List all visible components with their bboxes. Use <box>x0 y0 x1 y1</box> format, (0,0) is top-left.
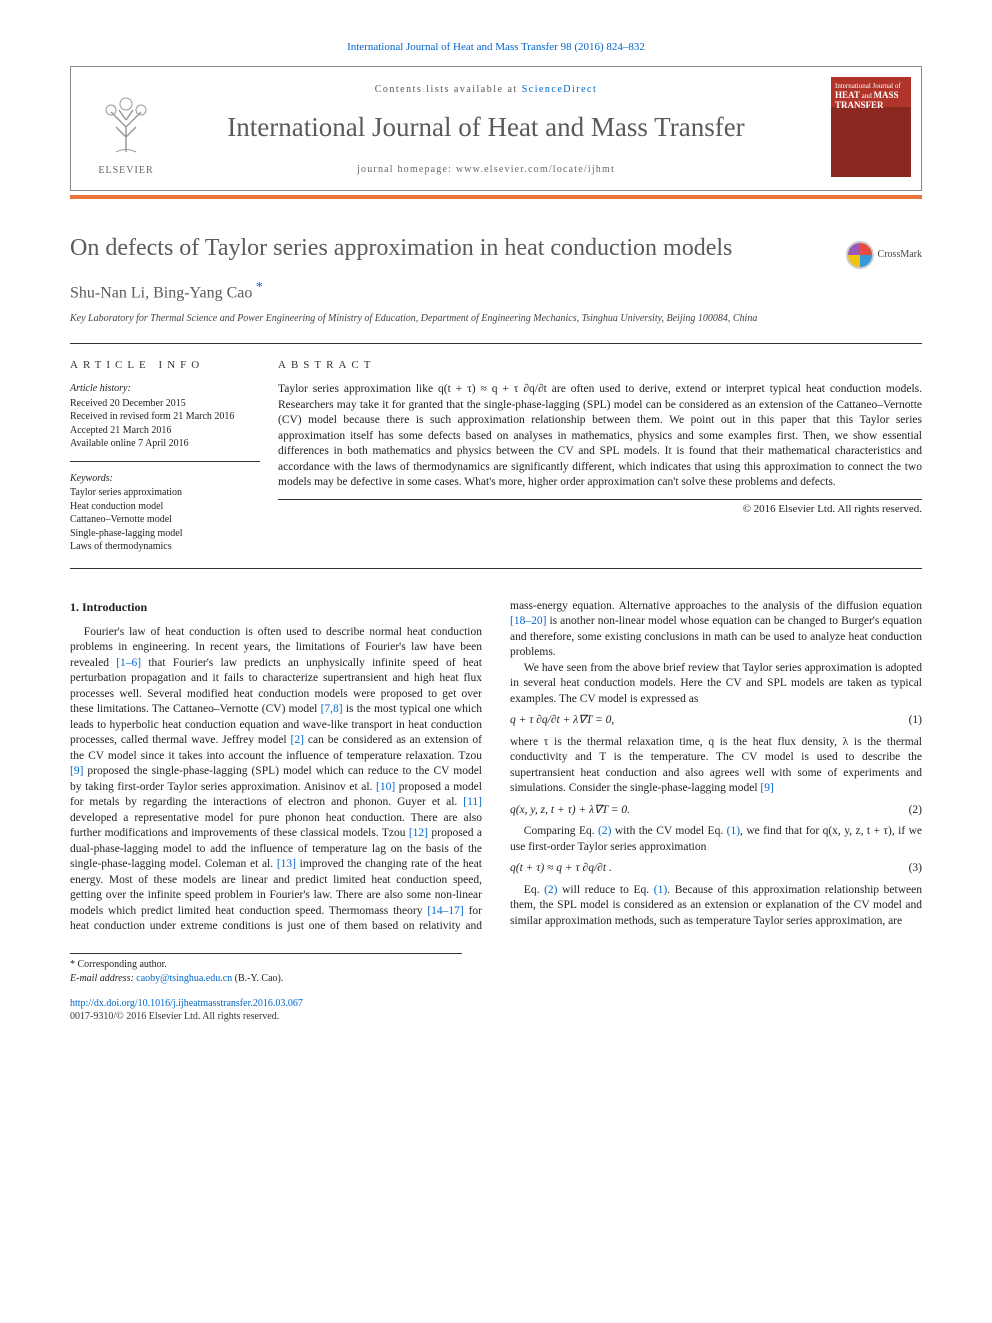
author-names: Shu-Nan Li, Bing-Yang Cao <box>70 284 252 301</box>
body-paragraph: Comparing Eq. (2) with the CV model Eq. … <box>510 824 922 855</box>
body-paragraph: where τ is the thermal relaxation time, … <box>510 735 922 797</box>
article-title: On defects of Taylor series approximatio… <box>70 233 922 264</box>
cover-line2c: MASS <box>873 90 898 100</box>
cover-line2b: and <box>860 92 874 100</box>
ref-link[interactable]: [9] <box>760 782 773 794</box>
history-accepted: Accepted 21 March 2016 <box>70 424 260 438</box>
keyword: Taylor series approximation <box>70 486 260 500</box>
ref-link[interactable]: (2) <box>544 884 557 896</box>
keywords-label: Keywords: <box>70 472 260 486</box>
crossmark-icon <box>846 241 874 269</box>
equation-content: q + τ ∂q/∂t + λ∇T = 0, <box>510 713 614 729</box>
cover-line3: TRANSFER <box>835 100 884 110</box>
doi-link[interactable]: http://dx.doi.org/10.1016/j.ijheatmasstr… <box>70 997 922 1010</box>
body-columns: 1. Introduction Fourier's law of heat co… <box>70 599 922 936</box>
equation-number: (2) <box>909 803 922 819</box>
publisher-name: ELSEVIER <box>98 164 153 177</box>
homepage-url[interactable]: www.elsevier.com/locate/ijhmt <box>456 164 615 175</box>
masthead: ELSEVIER International Journal of HEAT a… <box>70 66 922 191</box>
contents-prefix: Contents lists available at <box>375 84 522 95</box>
history-label: Article history: <box>70 382 260 396</box>
keyword: Cattaneo–Vernotte model <box>70 513 260 527</box>
publisher-logo: ELSEVIER <box>81 77 171 177</box>
contents-line: Contents lists available at ScienceDirec… <box>181 83 791 96</box>
body-paragraph: We have seen from the above brief review… <box>510 661 922 708</box>
keyword: Laws of thermodynamics <box>70 540 260 554</box>
equation-content: q(t + τ) ≈ q + τ ∂q/∂t . <box>510 861 612 877</box>
ref-link[interactable]: [2] <box>291 734 304 746</box>
issn-copyright: 0017-9310/© 2016 Elsevier Ltd. All right… <box>70 1010 922 1023</box>
ref-link[interactable]: [9] <box>70 765 83 777</box>
elsevier-tree-icon <box>91 92 161 162</box>
ref-link[interactable]: [7,8] <box>321 703 343 715</box>
ref-link[interactable]: [14–17] <box>427 905 463 917</box>
abstract-text: Taylor series approximation like q(t + τ… <box>278 382 922 500</box>
keyword: Heat conduction model <box>70 500 260 514</box>
accent-rule <box>70 195 922 199</box>
body-paragraph: Eq. (2) will reduce to Eq. (1). Because … <box>510 883 922 930</box>
history-revised: Received in revised form 21 March 2016 <box>70 410 260 424</box>
corresponding-note: * Corresponding author. <box>70 958 462 972</box>
footnotes: * Corresponding author. E-mail address: … <box>70 953 462 985</box>
keywords-block: Keywords: Taylor series approximation He… <box>70 472 260 554</box>
abstract: ABSTRACT Taylor series approximation lik… <box>278 344 922 568</box>
equation: q(t + τ) ≈ q + τ ∂q/∂t . (3) <box>510 861 922 877</box>
email-link[interactable]: caoby@tsinghua.edu.cn <box>136 973 232 984</box>
ref-link[interactable]: [13] <box>277 858 296 870</box>
sciencedirect-link[interactable]: ScienceDirect <box>522 84 598 95</box>
email-suffix: (B.-Y. Cao). <box>232 973 283 984</box>
homepage-label: journal homepage: <box>357 164 456 175</box>
bottom-bar: http://dx.doi.org/10.1016/j.ijheatmasstr… <box>70 997 922 1023</box>
journal-cover-thumbnail: International Journal of HEAT and MASS T… <box>831 77 911 177</box>
journal-title: International Journal of Heat and Mass T… <box>181 110 791 145</box>
authors: Shu-Nan Li, Bing-Yang Cao * <box>70 279 922 304</box>
email-line: E-mail address: caoby@tsinghua.edu.cn (B… <box>70 972 462 986</box>
ref-link[interactable]: [18–20] <box>510 615 546 627</box>
article-info: ARTICLE INFO Article history: Received 2… <box>70 344 278 568</box>
ref-link[interactable]: (2) <box>598 825 611 837</box>
ref-link[interactable]: [11] <box>463 796 482 808</box>
ref-link[interactable]: [10] <box>376 781 395 793</box>
equation-content: q(x, y, z, t + τ) + λ∇T = 0. <box>510 803 630 819</box>
ref-link[interactable]: [1–6] <box>116 657 141 669</box>
corresponding-star: * <box>252 280 263 295</box>
equation-number: (3) <box>909 861 922 877</box>
cover-line2a: HEAT <box>835 90 860 100</box>
equation: q(x, y, z, t + τ) + λ∇T = 0. (2) <box>510 803 922 819</box>
equation-number: (1) <box>909 713 922 729</box>
top-citation: International Journal of Heat and Mass T… <box>70 40 922 54</box>
abstract-heading: ABSTRACT <box>278 358 922 372</box>
article-info-heading: ARTICLE INFO <box>70 358 260 372</box>
keyword: Single-phase-lagging model <box>70 527 260 541</box>
history-block: Article history: Received 20 December 20… <box>70 382 260 462</box>
history-received: Received 20 December 2015 <box>70 397 260 411</box>
ref-link[interactable]: (1) <box>727 825 740 837</box>
section-heading: 1. Introduction <box>70 599 482 615</box>
info-abstract-row: ARTICLE INFO Article history: Received 2… <box>70 343 922 569</box>
affiliation: Key Laboratory for Thermal Science and P… <box>70 312 922 325</box>
email-label: E-mail address: <box>70 973 136 984</box>
ref-link[interactable]: [12] <box>409 827 428 839</box>
homepage-line: journal homepage: www.elsevier.com/locat… <box>181 163 791 176</box>
equation: q + τ ∂q/∂t + λ∇T = 0, (1) <box>510 713 922 729</box>
crossmark-label: CrossMark <box>878 248 922 261</box>
crossmark-badge[interactable]: CrossMark <box>846 241 922 269</box>
abstract-copyright: © 2016 Elsevier Ltd. All rights reserved… <box>278 502 922 516</box>
ref-link[interactable]: (1) <box>654 884 667 896</box>
history-online: Available online 7 April 2016 <box>70 437 260 451</box>
